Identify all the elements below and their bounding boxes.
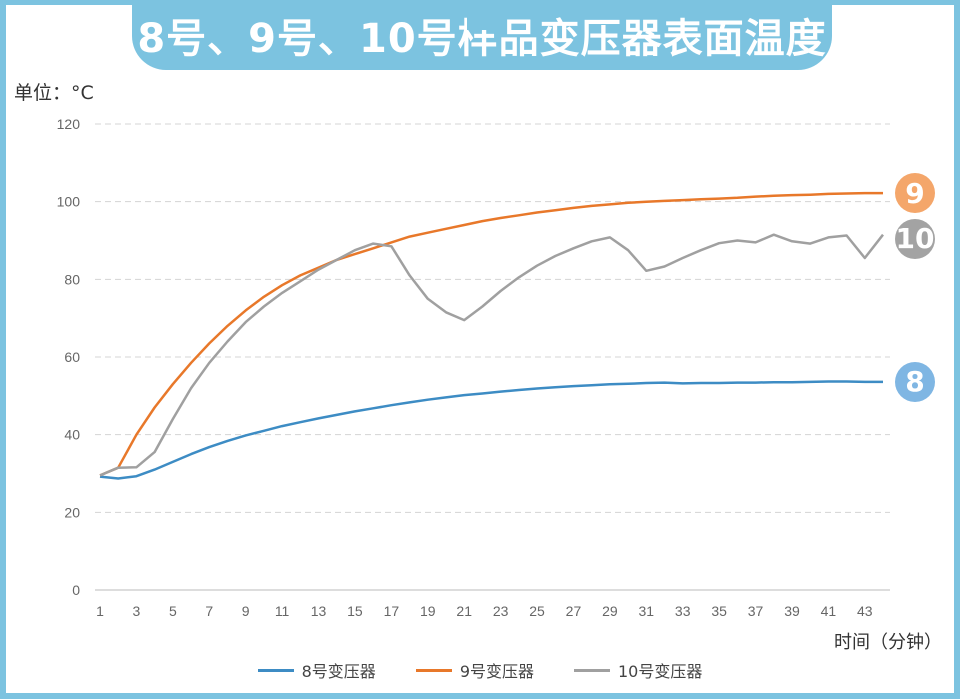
y-tick-label: 0: [72, 582, 80, 598]
x-tick-label: 31: [639, 603, 655, 619]
y-tick-label: 40: [64, 427, 80, 443]
y-tick-label: 80: [64, 271, 80, 287]
x-tick-label: 15: [347, 603, 363, 619]
y-tick-label: 60: [64, 349, 80, 365]
x-tick-label: 33: [675, 603, 691, 619]
legend-item-9: 9号变压器: [415, 658, 534, 682]
x-tick-label: 5: [169, 603, 177, 619]
series-line-10: [99, 233, 884, 477]
legend-item-10: 10号变压器: [574, 658, 702, 682]
x-tick-label: 41: [821, 603, 837, 619]
legend-item-8: 8号变压器: [257, 658, 376, 682]
x-tick-label: 23: [493, 603, 509, 619]
y-tick-label: 120: [57, 116, 81, 132]
legend-label-10: 10号变压器: [618, 662, 703, 681]
x-tick-label: 35: [711, 603, 727, 619]
x-tick-label: 9: [242, 603, 250, 619]
x-tick-label: 19: [420, 603, 436, 619]
legend: 8号变压器 9号变压器 10号变压器: [0, 658, 960, 682]
series-badge-8: 8: [895, 361, 935, 402]
series-line-9: [99, 191, 883, 477]
series-badge-10: 10: [895, 218, 935, 259]
x-tick-label: 13: [311, 603, 327, 619]
title-banner: 8号、9号、10号样品变压器表面温度: [132, 0, 832, 70]
x-tick-label: 3: [133, 603, 141, 619]
legend-swatch-8: [257, 668, 294, 672]
series-line-8: [99, 380, 883, 480]
x-tick-label: 37: [748, 603, 764, 619]
x-tick-label: 11: [275, 603, 290, 619]
series-badge-9: 9: [895, 173, 935, 214]
x-tick-label: 29: [602, 603, 618, 619]
x-axis-label: 时间（分钟）: [834, 632, 942, 653]
legend-label-8: 8号变压器: [301, 662, 376, 681]
x-tick-label: 27: [566, 603, 582, 619]
x-tick-label: 39: [784, 603, 800, 619]
x-tick-label: 25: [529, 603, 545, 619]
x-tick-label: 43: [857, 603, 873, 619]
x-tick-label: 7: [205, 603, 213, 619]
y-axis-unit-label: 单位：°C: [14, 82, 94, 104]
legend-swatch-9: [415, 668, 452, 672]
x-tick-label: 1: [96, 603, 104, 619]
x-tick-label: 17: [384, 603, 400, 619]
y-tick-label: 100: [57, 194, 81, 210]
legend-swatch-10: [574, 668, 610, 672]
y-tick-label: 20: [64, 504, 80, 520]
x-tick-label: 21: [456, 603, 472, 619]
legend-label-9: 9号变压器: [459, 662, 534, 681]
